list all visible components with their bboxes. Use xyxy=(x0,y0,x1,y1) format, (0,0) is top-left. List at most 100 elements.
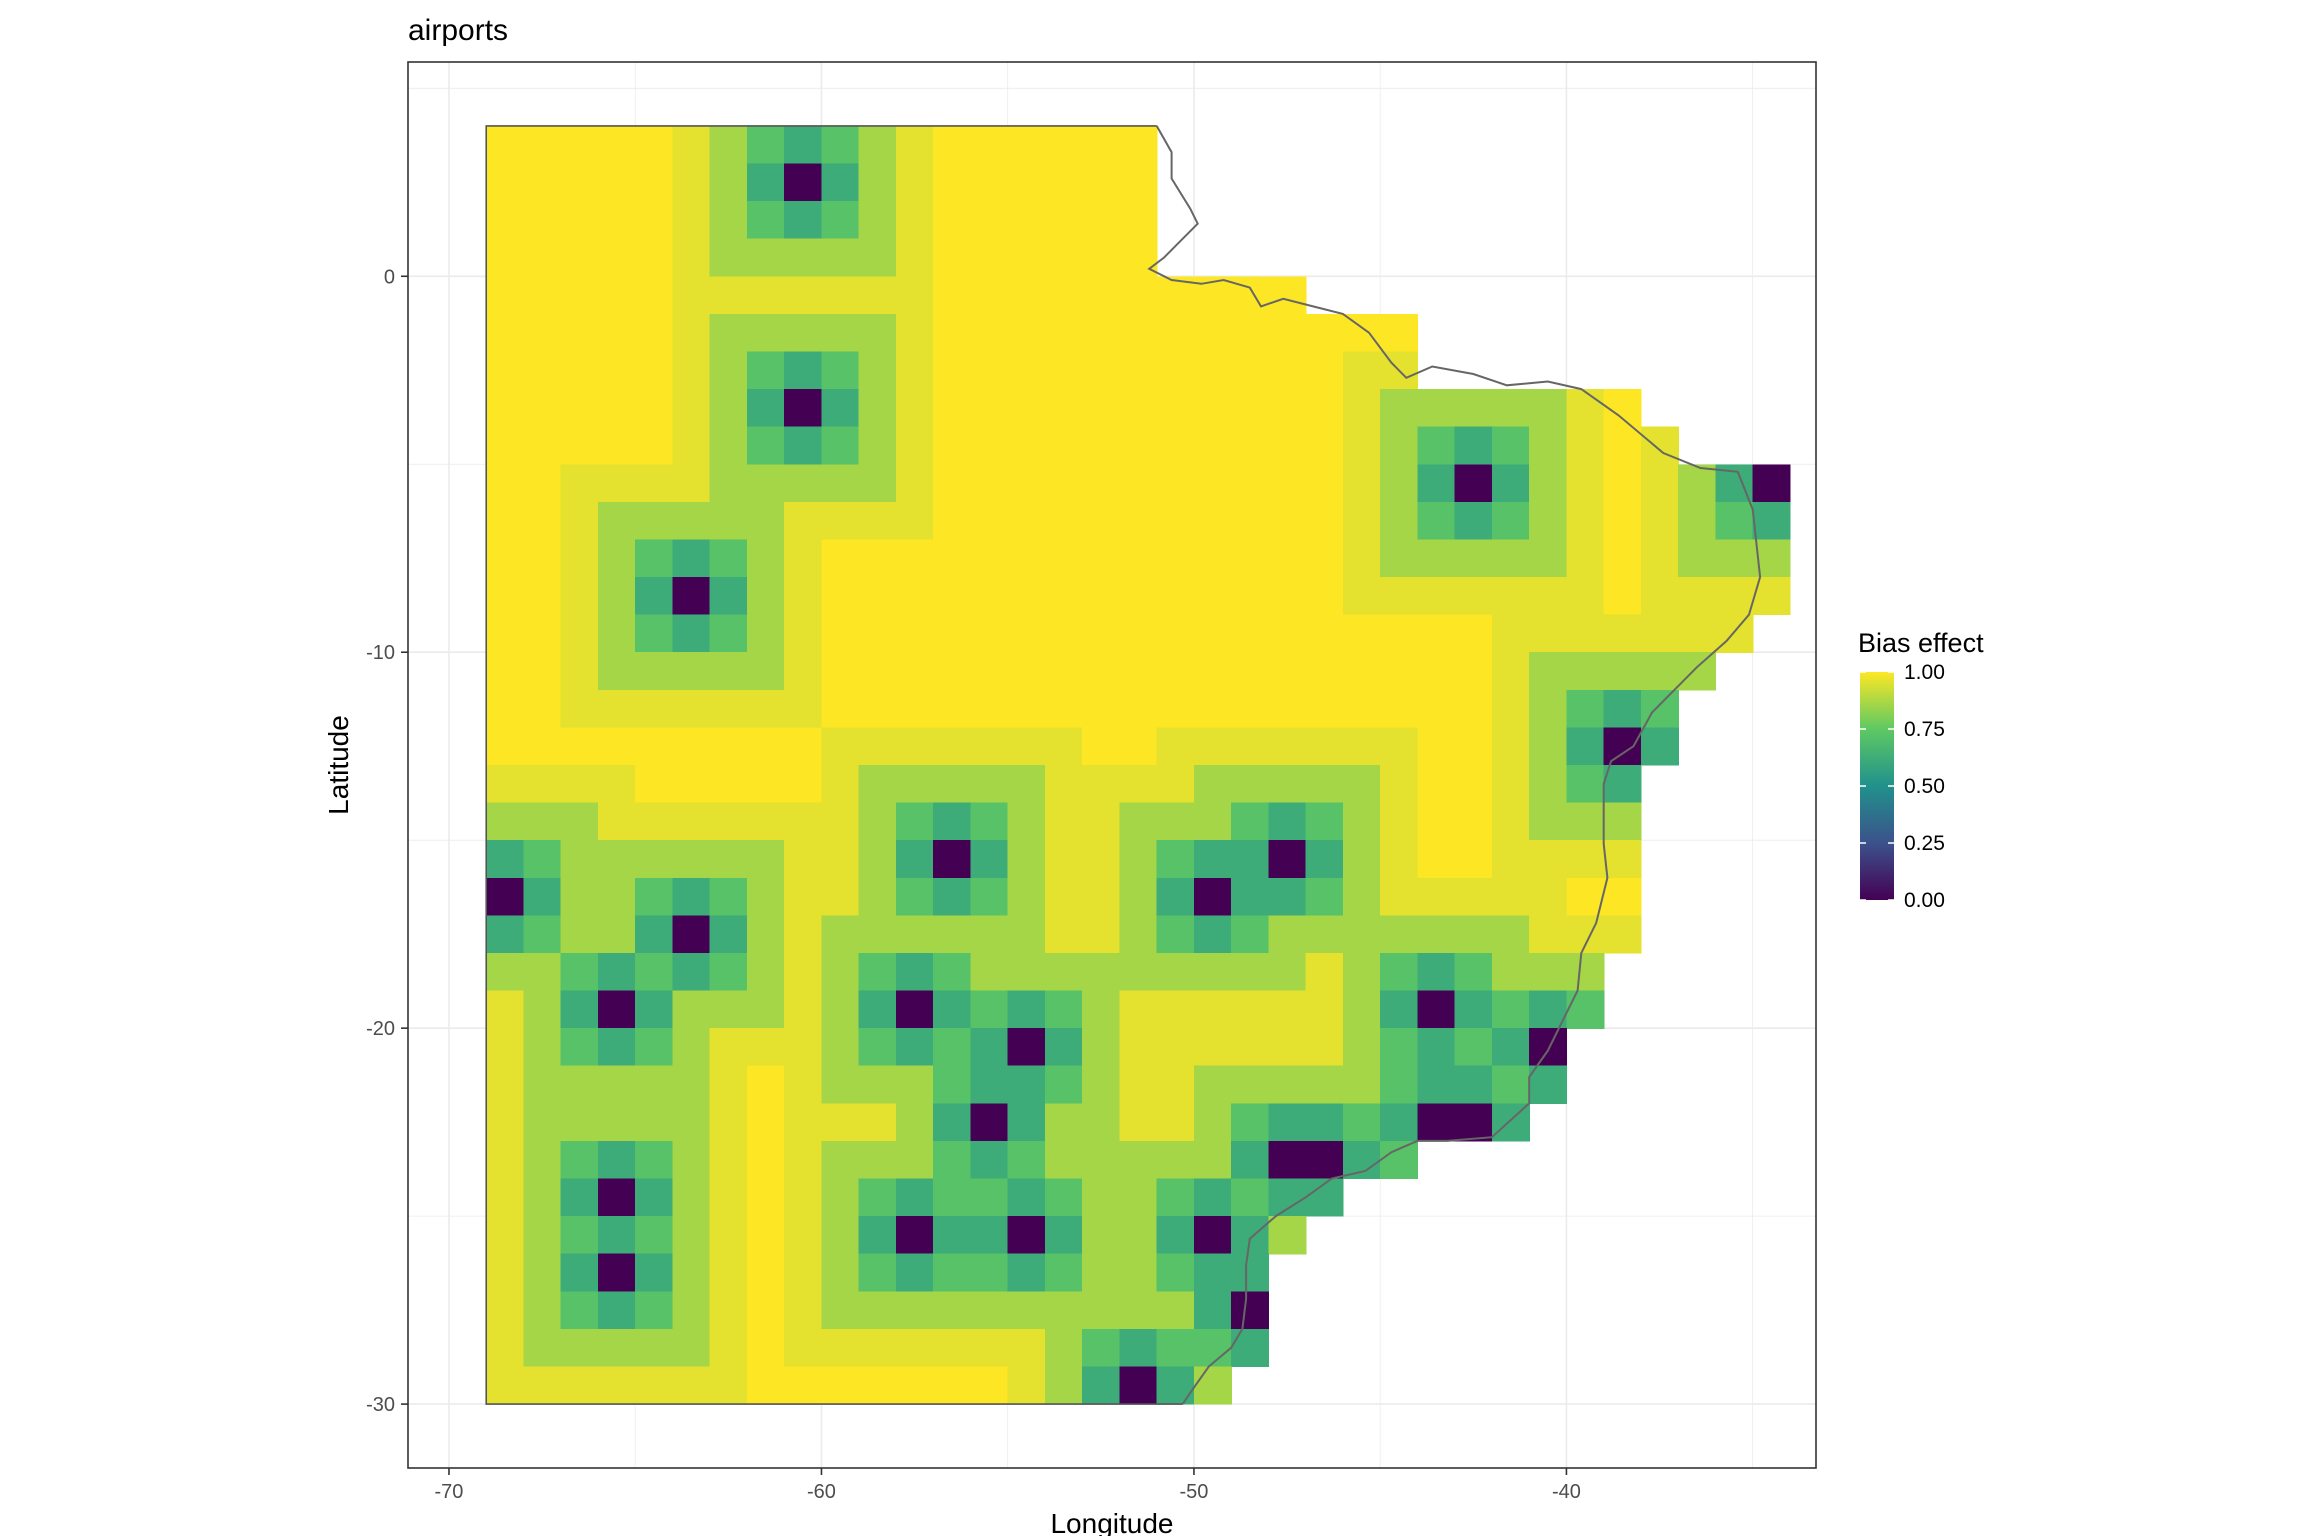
heatmap-cell xyxy=(784,1253,823,1292)
x-axis-ticks: -70 -60 -50 -40 xyxy=(435,1468,1581,1503)
heatmap-cell xyxy=(560,1103,599,1142)
heatmap-cell xyxy=(709,125,748,165)
heatmap-cell xyxy=(1082,727,1121,766)
heatmap-cell xyxy=(1156,1328,1195,1368)
heatmap-cell xyxy=(784,501,823,541)
heatmap-cell xyxy=(821,1253,860,1292)
heatmap-cell xyxy=(746,577,785,616)
heatmap-cell xyxy=(1342,952,1381,992)
heatmap-cell xyxy=(1119,125,1158,165)
heatmap-cell xyxy=(1268,464,1307,503)
heatmap-cell xyxy=(1044,1253,1083,1292)
heatmap-cell xyxy=(821,238,860,277)
heatmap-cell xyxy=(486,802,525,841)
heatmap-cell xyxy=(1380,464,1419,503)
heatmap-cell xyxy=(1566,501,1605,541)
heatmap-cell xyxy=(1119,727,1158,766)
heatmap-cell xyxy=(1156,577,1195,616)
heatmap-cell xyxy=(1156,464,1195,503)
heatmap-cell xyxy=(970,426,1009,465)
heatmap-cell xyxy=(746,840,785,879)
heatmap-cell xyxy=(970,840,1009,879)
heatmap-cell xyxy=(1268,313,1307,353)
heatmap-cell xyxy=(709,1253,748,1292)
heatmap-cell xyxy=(1529,464,1568,503)
heatmap-cell xyxy=(1193,1366,1232,1405)
heatmap-cell xyxy=(523,1065,562,1104)
heatmap-cell xyxy=(1417,689,1456,729)
heatmap-cell xyxy=(895,1065,934,1104)
heatmap-cell xyxy=(560,313,599,353)
heatmap-cell xyxy=(746,125,785,165)
heatmap-cell xyxy=(1454,1103,1493,1142)
heatmap-cell xyxy=(1231,1328,1270,1368)
heatmap-cell xyxy=(821,539,860,578)
heatmap-cell xyxy=(635,1216,674,1255)
heatmap-cell xyxy=(1082,501,1121,541)
heatmap-cell xyxy=(1380,389,1419,428)
heatmap-cell xyxy=(1640,426,1679,465)
heatmap-cell xyxy=(1193,1291,1232,1330)
heatmap-cell xyxy=(1156,1216,1195,1255)
heatmap-cell xyxy=(1268,1103,1307,1142)
heatmap-cell xyxy=(560,765,599,804)
heatmap-cell xyxy=(746,1065,785,1104)
heatmap-cell xyxy=(933,426,972,465)
y-axis-ticks: 0 -10 -20 -30 xyxy=(366,266,408,1416)
heatmap-cell xyxy=(895,201,934,240)
heatmap-cell xyxy=(635,1178,674,1217)
heatmap-cell xyxy=(1082,426,1121,465)
heatmap-cell xyxy=(821,1065,860,1104)
heatmap-cell xyxy=(486,501,525,541)
heatmap-cell xyxy=(1268,1140,1307,1180)
heatmap-cell xyxy=(1491,389,1530,428)
heatmap-cell xyxy=(933,125,972,165)
heatmap-cell xyxy=(1156,501,1195,541)
heatmap-cell xyxy=(486,727,525,766)
heatmap-cell xyxy=(933,1216,972,1255)
heatmap-cell xyxy=(1305,577,1344,616)
heatmap-cell xyxy=(1044,1366,1083,1405)
heatmap-cell xyxy=(597,426,636,465)
heatmap-cell xyxy=(1044,689,1083,729)
heatmap-cell xyxy=(1566,539,1605,578)
heatmap-cell xyxy=(1305,990,1344,1029)
heatmap-cell xyxy=(1231,802,1270,841)
heatmap-cell xyxy=(635,915,674,954)
heatmap-cell xyxy=(1193,426,1232,465)
heatmap-cell xyxy=(1268,990,1307,1029)
heatmap-cell xyxy=(635,990,674,1029)
heatmap-cell xyxy=(635,1028,674,1067)
heatmap-cell xyxy=(858,652,897,691)
heatmap-cell xyxy=(560,163,599,202)
heatmap-cell xyxy=(858,802,897,841)
heatmap-cell xyxy=(1044,389,1083,428)
heatmap-cell xyxy=(858,351,897,390)
heatmap-cell xyxy=(597,163,636,202)
heatmap-cell xyxy=(672,1253,711,1292)
heatmap-cell xyxy=(1454,1028,1493,1067)
heatmap-cell xyxy=(486,1140,525,1180)
heatmap-cell xyxy=(933,727,972,766)
heatmap-cell xyxy=(1268,915,1307,954)
heatmap-cell xyxy=(1640,614,1679,653)
heatmap-cell xyxy=(672,351,711,390)
heatmap-cell xyxy=(1603,614,1642,653)
heatmap-cell xyxy=(895,577,934,616)
heatmap-cell xyxy=(970,1028,1009,1067)
heatmap-cell xyxy=(635,238,674,277)
heatmap-cell xyxy=(933,689,972,729)
heatmap-cell xyxy=(1082,163,1121,202)
heatmap-cell xyxy=(709,1291,748,1330)
y-tick-label: -20 xyxy=(366,1018,395,1040)
heatmap-cell xyxy=(1231,614,1270,653)
heatmap-cell xyxy=(821,990,860,1029)
heatmap-cell xyxy=(821,727,860,766)
heatmap-cell xyxy=(1193,802,1232,841)
heatmap-cell xyxy=(821,577,860,616)
heatmap-cell xyxy=(1529,765,1568,804)
heatmap-cell xyxy=(1529,1028,1568,1067)
heatmap-cell xyxy=(1044,201,1083,240)
heatmap-cell xyxy=(709,1028,748,1067)
heatmap-cell xyxy=(970,1103,1009,1142)
